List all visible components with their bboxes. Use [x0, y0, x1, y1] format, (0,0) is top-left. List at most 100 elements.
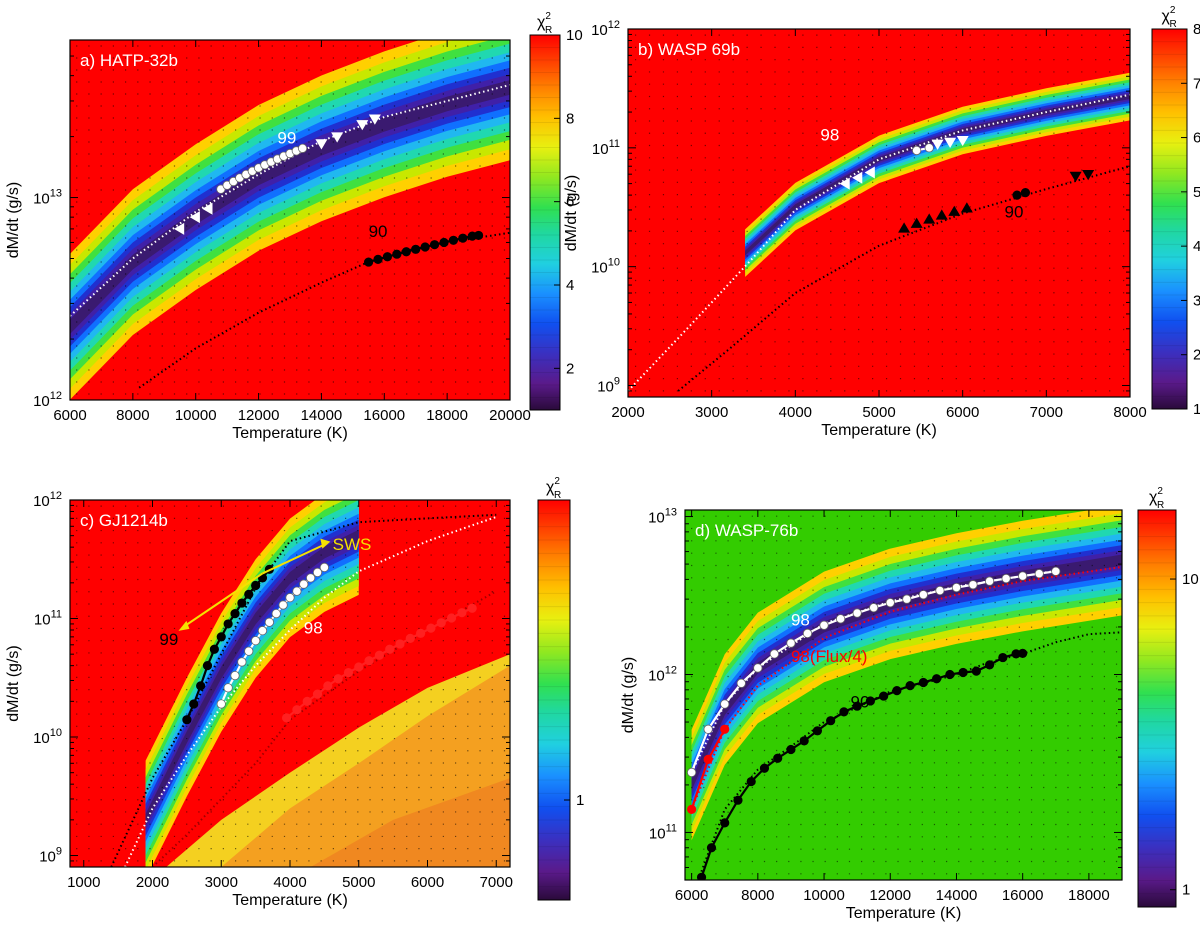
x-tick-label: 6000 [411, 874, 444, 891]
marker-90-13 [416, 628, 426, 638]
colorbar-tick-label: 6 [566, 194, 574, 211]
marker-99-tri-down-2 [356, 120, 369, 131]
marker-98-14 [312, 567, 323, 577]
marker-90-21 [971, 666, 981, 676]
marker-98-tri-down-2 [956, 135, 969, 147]
marker-98-0 [687, 767, 697, 777]
marker-90-15 [892, 686, 902, 696]
series-line-90 [677, 165, 1130, 392]
panel-title: d) WASP-76b [695, 521, 798, 540]
marker-90-9 [374, 650, 384, 660]
marker-90-17 [918, 677, 928, 688]
marker-90-15 [436, 618, 446, 628]
x-tick-label: 20000 [489, 407, 531, 424]
marker-90-6 [420, 242, 430, 252]
marker-90-17 [457, 608, 467, 618]
marker-99-0 [182, 715, 192, 725]
marker-90-11 [395, 639, 405, 649]
marker-90-7 [786, 744, 796, 755]
x-tick-label: 8000 [1113, 404, 1146, 421]
colorbar-tick-label: 3 [1193, 292, 1200, 309]
colorbar-tick-label: 10 [1182, 571, 1199, 588]
marker-98-12 [885, 598, 895, 608]
heatmap-darkorange-region [310, 778, 510, 867]
marker-90-11 [839, 707, 849, 717]
marker-98-8 [271, 608, 281, 619]
marker-99-tri-down-0 [315, 139, 328, 150]
plot-area: 99 98 90 SWS [70, 500, 510, 867]
y-tick-label: 1013 [33, 188, 62, 208]
y-tick-label: 109 [597, 375, 620, 395]
marker-90-14 [426, 623, 436, 633]
y-tick-label: 1012 [591, 19, 620, 39]
marker-90-0 [1012, 190, 1022, 200]
marker-98-2 [230, 670, 240, 681]
marker-90-9 [812, 726, 823, 736]
x-tick-label: 5000 [342, 874, 375, 891]
marker-98(Flux/4)-0 [687, 804, 697, 814]
plot-area: 98 90 [628, 29, 1130, 397]
heatmap-band-4 [145, 507, 359, 849]
y-axis-label: dM/dt (g/s) [620, 657, 637, 733]
marker-90-7 [354, 662, 364, 672]
series-track-98 [220, 566, 326, 705]
marker-99-5 [216, 632, 226, 642]
marker-98-4 [244, 646, 254, 656]
marker-90-10 [385, 644, 395, 654]
contour-label-90: 90 [1005, 202, 1024, 221]
marker-90-16 [446, 613, 457, 623]
marker-90-8 [364, 656, 374, 666]
marker-99-10 [251, 580, 261, 591]
marker-90-10 [458, 233, 468, 243]
marker-90-2 [382, 252, 393, 262]
x-tick-label: 14000 [936, 887, 978, 904]
heatmap-band-3 [745, 82, 1130, 268]
marker-98-7 [264, 617, 274, 627]
y-tick-label: 1011 [649, 822, 677, 842]
series-90: 90 [138, 222, 510, 389]
annotation-sws: SWS [178, 535, 371, 631]
colorbar: 1 10 χ2 R [1137, 486, 1199, 908]
marker-90-1 [1020, 188, 1031, 198]
marker-99-4 [209, 644, 219, 654]
x-tick-label: 8000 [116, 407, 149, 424]
marker-98-11 [292, 586, 302, 596]
marker-98-15 [319, 562, 329, 572]
marker-98-8 [819, 620, 829, 630]
marker-99-tri-up-1 [189, 211, 200, 224]
x-tick-label: 10000 [803, 887, 845, 904]
marker-90-tri-up-5 [960, 202, 973, 213]
marker-90-3 [312, 689, 323, 699]
panel-title: c) GJ1214b [80, 511, 168, 530]
colorbar-title: χ2 R [546, 476, 561, 501]
panel-title: a) HATP-32b [80, 51, 178, 70]
marker-90-4 [746, 776, 756, 787]
series-90-tri-down [1069, 169, 1095, 182]
colorbar-tick-label: 4 [566, 277, 574, 294]
marker-99-tri-up-0 [174, 222, 185, 235]
series-98-tri-down [931, 135, 969, 150]
marker-98-tri-down-0 [931, 139, 944, 150]
sample-grid [634, 34, 1125, 392]
sws-arrow-head [320, 538, 331, 549]
colorbar-gradient [529, 34, 561, 411]
series-line-98 [124, 515, 497, 867]
x-tick-label: 2000 [136, 874, 169, 891]
plot-frame [684, 509, 1123, 881]
marker-98-3 [736, 678, 746, 688]
colorbar-tick-label: 2 [566, 360, 574, 377]
marker-90-6 [343, 667, 354, 678]
marker-90-13 [865, 696, 875, 706]
heatmap-band-7 [145, 525, 359, 831]
marker-90-14 [879, 691, 889, 701]
x-tick-label: 7000 [1030, 404, 1063, 421]
x-axis: 6000 8000 10000 12000 14000 16000 18000 20000 Te… [53, 40, 531, 442]
marker-98-tri-left-0 [839, 177, 850, 190]
sws-arrow-line-upper [262, 543, 325, 575]
plot-area: 98 98(Flux/4) 90 [685, 510, 1122, 880]
colorbar-tick-label: 6 [1193, 130, 1200, 147]
marker-98-9 [835, 614, 846, 624]
colorbar-tick-label: 8 [1193, 21, 1200, 38]
marker-90-tri-down-1 [1082, 169, 1095, 181]
